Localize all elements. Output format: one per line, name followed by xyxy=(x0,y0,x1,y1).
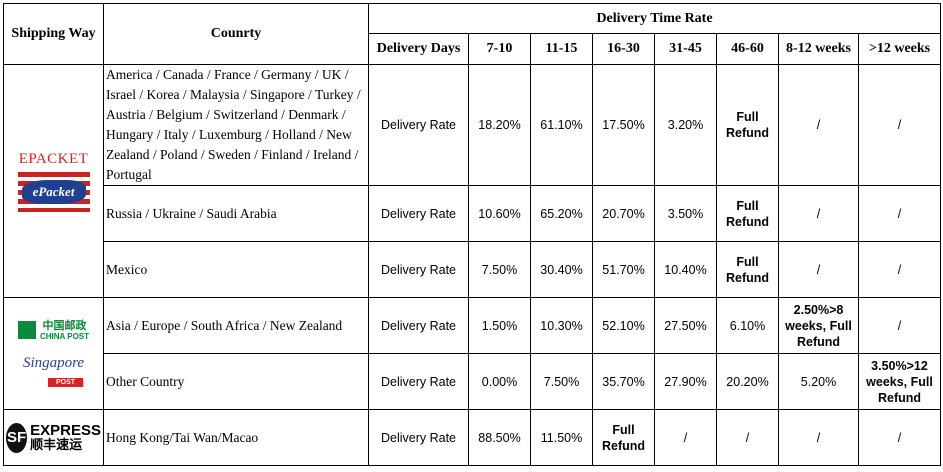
rate-cell: / xyxy=(778,64,859,186)
sf-chinese: 顺丰速运 xyxy=(30,437,83,453)
china-post-english: CHINA POST xyxy=(39,331,90,341)
country-cell: America / Canada / France / Germany / UK… xyxy=(103,64,369,186)
sf-mark: SF xyxy=(6,422,28,453)
shipping-logo-cell: EPACKET ePacket xyxy=(3,64,104,298)
rate-cell: 3.20% xyxy=(654,64,717,186)
country-cell: Mexico xyxy=(103,241,369,298)
rate-cell: Delivery Rate xyxy=(368,353,469,410)
rate-cell: 7.50% xyxy=(468,241,531,298)
rate-cell: / xyxy=(778,409,859,466)
rate-cell: 20.20% xyxy=(716,353,779,410)
rate-cell: / xyxy=(858,64,941,186)
rate-cell: 65.20% xyxy=(530,185,593,242)
country-cell: Asia / Europe / South Africa / New Zeala… xyxy=(103,297,369,354)
rate-cell: 27.50% xyxy=(654,297,717,354)
data-row: 中国邮政 CHINA POST Singapore POST Asia / Europe… xyxy=(3,297,941,410)
country-cell: Russia / Ukraine / Saudi Arabia xyxy=(103,185,369,242)
rate-cell: Full Refund xyxy=(716,64,779,186)
rate-cell: 10.60% xyxy=(468,185,531,242)
rate-cell: Delivery Rate xyxy=(368,297,469,354)
rate-cell: 18.20% xyxy=(468,64,531,186)
country-cell: Other Country xyxy=(103,353,369,410)
rate-cell: Delivery Rate xyxy=(368,241,469,298)
rate-cell: Delivery Rate xyxy=(368,409,469,466)
rate-cell: 11.50% xyxy=(530,409,593,466)
china-post-icon xyxy=(17,321,36,339)
sf-logo: SF EXPRESS 顺丰速运 xyxy=(6,421,101,453)
rate-cell: 7.50% xyxy=(530,353,593,410)
rate-cell: 3.50% xyxy=(654,185,717,242)
rate-cell: / xyxy=(858,185,941,242)
singapore-post-logo: Singapore POST xyxy=(6,355,101,388)
china-post-chinese: 中国邮政 xyxy=(42,318,87,332)
data-row: Russia / Ukraine / Saudi Arabia Delivery … xyxy=(4,185,941,242)
epacket-badge-text: ePacket xyxy=(21,179,86,204)
shipping-logo-cell: 中国邮政 CHINA POST Singapore POST xyxy=(3,297,104,410)
rate-cell: 30.40% xyxy=(530,241,593,298)
rate-cell: 10.40% xyxy=(654,241,717,298)
column-header: 11-15 xyxy=(530,33,593,65)
rate-cell: Full Refund xyxy=(592,409,655,466)
column-header: Delivery Days xyxy=(368,33,469,65)
column-header: >12 weeks xyxy=(858,33,941,65)
rate-cell: / xyxy=(778,185,859,242)
china-post-text: 中国邮政 CHINA POST xyxy=(39,318,90,341)
rate-cell: 10.30% xyxy=(530,297,593,354)
rate-cell: / xyxy=(778,241,859,298)
rate-cell: / xyxy=(858,409,941,466)
rate-cell: 1.50% xyxy=(468,297,531,354)
shipping-logo-cell: SF EXPRESS 顺丰速运 xyxy=(3,409,104,466)
rate-cell: / xyxy=(654,409,717,466)
rate-cell: 88.50% xyxy=(468,409,531,466)
header-row: Delivery Days 7-10 11-15 16-30 31-45 46-60 8-1… xyxy=(4,33,941,65)
rate-cell: Full Refund xyxy=(716,185,779,242)
china-post-logo: 中国邮政 CHINA POST xyxy=(6,318,101,341)
data-row: EPACKET ePacket America / Canada / France … xyxy=(3,64,941,298)
rate-cell: / xyxy=(858,297,941,354)
rate-cell: 20.70% xyxy=(592,185,655,242)
singapore-post-badge: POST xyxy=(47,377,84,387)
column-header: 8-12 weeks xyxy=(778,33,859,65)
data-row: Mexico Delivery Rate 7.50% 30.40% 51.70% 10.4… xyxy=(4,241,941,298)
rate-cell: Delivery Rate xyxy=(368,185,469,242)
header-row: Shipping Way Counrty Delivery Time Rate xyxy=(3,3,941,65)
column-header: 46-60 xyxy=(716,33,779,65)
rate-cell: 2.50%>8 weeks, Full Refund xyxy=(778,297,859,354)
table-body: Shipping Way Counrty Delivery Time Rate Del… xyxy=(3,3,941,466)
data-row: Other Country Delivery Rate 0.00% 7.50% 35.7… xyxy=(4,353,941,410)
data-row: SF EXPRESS 顺丰速运 Hong Kong/Tai Wan/Macao Deli… xyxy=(3,409,941,466)
header-cell: Delivery Time Rate xyxy=(368,3,941,34)
rate-cell: 51.70% xyxy=(592,241,655,298)
epacket-badge: ePacket xyxy=(17,171,90,212)
sf-english: EXPRESS xyxy=(30,421,101,439)
rate-cell: / xyxy=(858,241,941,298)
rate-cell: 35.70% xyxy=(592,353,655,410)
delivery-table: Shipping Way Counrty Delivery Time Rate Del… xyxy=(3,3,941,466)
epacket-title: EPACKET xyxy=(18,150,89,167)
rate-cell: 61.10% xyxy=(530,64,593,186)
rate-cell: Delivery Rate xyxy=(368,64,469,186)
header-cell: Shipping Way xyxy=(3,3,104,65)
country-cell: Hong Kong/Tai Wan/Macao xyxy=(103,409,369,466)
rate-cell: 5.20% xyxy=(778,353,859,410)
page-body: Shipping Way Counrty Delivery Time Rate Del… xyxy=(0,3,943,472)
rate-cell: / xyxy=(716,409,779,466)
singapore-post-script: Singapore xyxy=(22,354,85,371)
sf-text: EXPRESS 顺丰速运 xyxy=(30,421,101,453)
column-header: 7-10 xyxy=(468,33,531,65)
rate-cell: 52.10% xyxy=(592,297,655,354)
rate-cell: 0.00% xyxy=(468,353,531,410)
rate-cell: Full Refund xyxy=(716,241,779,298)
rate-cell: 17.50% xyxy=(592,64,655,186)
rate-cell: 27.90% xyxy=(654,353,717,410)
column-header: 16-30 xyxy=(592,33,655,65)
header-cell: Counrty xyxy=(103,3,369,65)
rate-cell: 6.10% xyxy=(716,297,779,354)
column-header: 31-45 xyxy=(654,33,717,65)
rate-cell: 3.50%>12 weeks, Full Refund xyxy=(858,353,941,410)
